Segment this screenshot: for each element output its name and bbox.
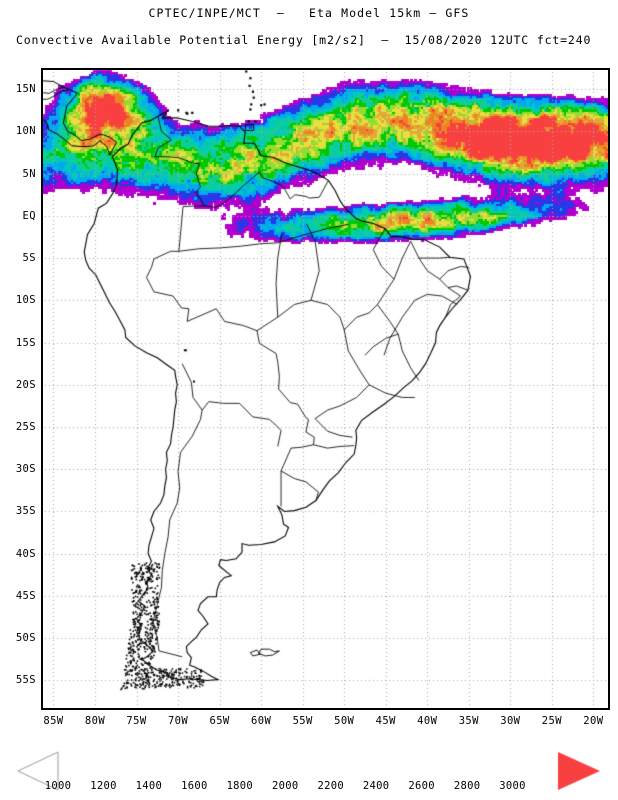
- lon-tick-label: 65W: [209, 715, 230, 727]
- lat-tick-label: 10N: [15, 125, 36, 138]
- colorbar-tick-label: 2200: [317, 780, 344, 792]
- lat-tick-label: 25S: [15, 421, 36, 433]
- lat-tick-label: 15S: [15, 336, 36, 349]
- lon-tick-label: 50W: [334, 715, 355, 727]
- lon-tick-label: 30W: [500, 715, 521, 727]
- colorbar-tick-label: 2600: [408, 780, 435, 792]
- lon-tick-label: 60W: [251, 715, 272, 727]
- lon-tick-label: 85W: [43, 715, 64, 727]
- lon-tick-label: 25W: [541, 715, 562, 727]
- colorbar: [0, 744, 618, 800]
- lon-tick-label: 55W: [292, 715, 313, 727]
- page-subtitle: Convective Available Potential Energy [m…: [16, 33, 592, 47]
- colorbar-tick-label: 2400: [362, 780, 390, 792]
- colorbar-canvas: [0, 744, 618, 800]
- lat-tick-label: 30S: [15, 463, 36, 476]
- lat-tick-label: 40S: [15, 547, 36, 560]
- lon-tick-label: 45W: [375, 715, 396, 727]
- lat-tick-label: 5N: [22, 167, 36, 180]
- lat-tick-label: 55S: [15, 674, 36, 687]
- cape-field-canvas: [41, 68, 610, 710]
- lon-tick-label: 75W: [126, 715, 147, 727]
- page-title: CPTEC/INPE/MCT — Eta Model 15km — GFS: [148, 6, 470, 20]
- colorbar-tick-label: 1400: [135, 780, 163, 792]
- lat-tick-label: 50S: [15, 632, 36, 645]
- lat-tick-label: 45S: [15, 589, 36, 602]
- lat-tick-label: 10S: [15, 294, 36, 307]
- lat-tick-label: 35S: [15, 505, 36, 518]
- lat-tick-label: 15N: [15, 83, 36, 96]
- lon-tick-label: 80W: [84, 715, 106, 727]
- colorbar-tick-label: 1000: [44, 780, 72, 792]
- lat-tick-label: 5S: [22, 252, 36, 265]
- lon-tick-label: 70W: [167, 715, 189, 727]
- colorbar-tick-label: 1800: [226, 780, 254, 792]
- lon-tick-label: 35W: [458, 715, 479, 727]
- colorbar-tick-label: 2000: [272, 780, 299, 792]
- colorbar-tick-label: 1600: [181, 780, 208, 792]
- lon-tick-label: 40W: [417, 715, 438, 727]
- lon-tick-label: 20W: [583, 715, 604, 727]
- lat-tick-label: EQ: [22, 209, 36, 222]
- colorbar-tick-label: 3000: [499, 780, 526, 792]
- colorbar-tick-label: 1200: [90, 780, 117, 792]
- colorbar-tick-label: 2800: [453, 780, 481, 792]
- cape-map-plot: [41, 68, 610, 710]
- lat-tick-label: 20S: [15, 378, 36, 391]
